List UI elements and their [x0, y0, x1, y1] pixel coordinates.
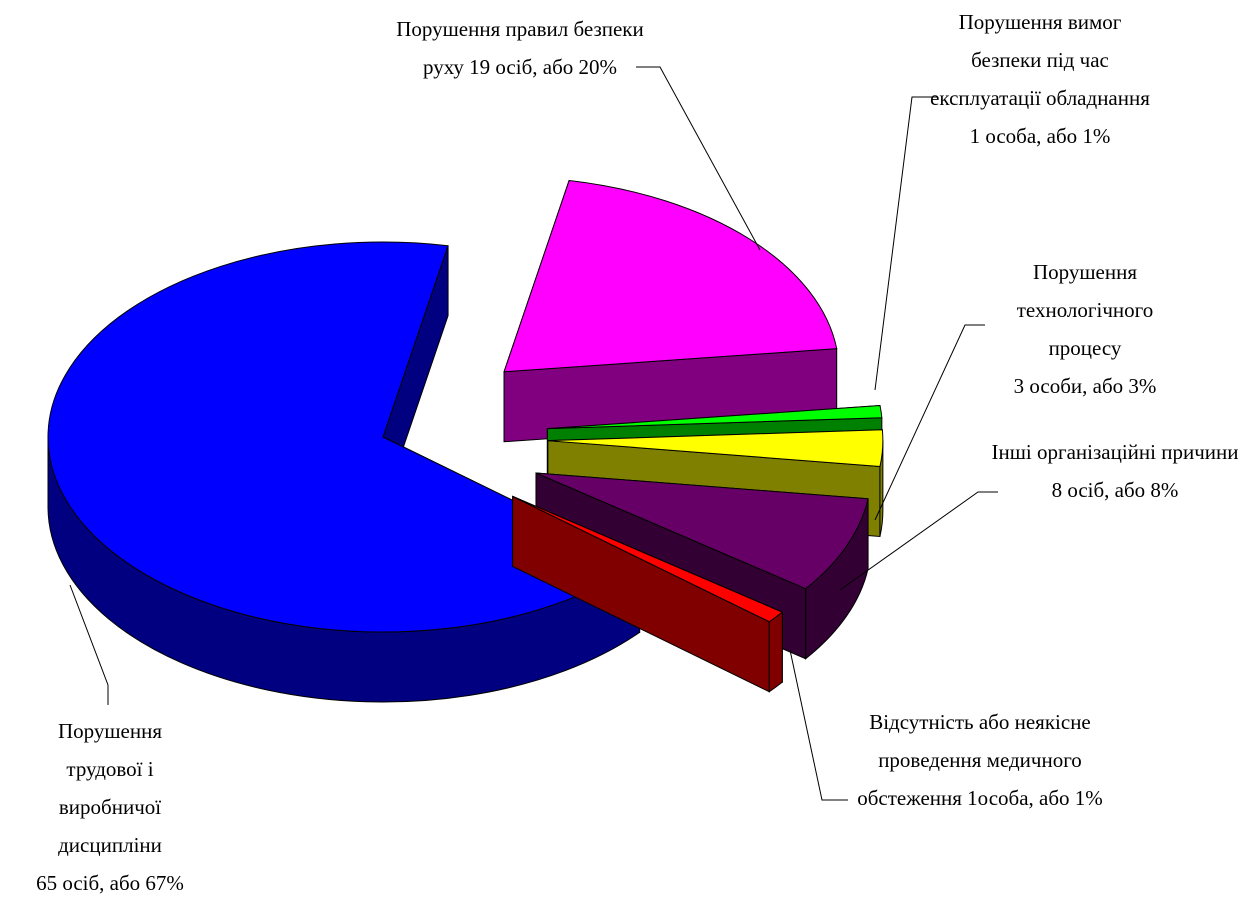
slice-top	[547, 429, 884, 468]
category-name: Порушення вимог безпеки під час експлуат…	[930, 10, 1150, 110]
slice-top	[535, 472, 869, 590]
value-label: 8 осіб, або 8%	[1051, 478, 1179, 502]
slice-label: Порушення правил безпеки руху 19 осіб, а…	[390, 10, 650, 86]
value-label: 1 особа, або 1%	[969, 124, 1111, 148]
value-label: 65 осіб, або 67%	[36, 871, 184, 895]
category-name: Відсутність або неякісне проведення меди…	[857, 710, 1091, 810]
leader-line	[874, 96, 937, 391]
slice-top	[503, 179, 838, 373]
slice	[503, 179, 838, 443]
leader-line	[636, 66, 761, 251]
leader-line	[69, 584, 109, 705]
slice-label: Інші організаційні причини 8 осіб, або 8…	[990, 433, 1240, 509]
slice-top	[547, 405, 883, 430]
leader-line	[839, 491, 998, 591]
slice	[512, 495, 784, 693]
leader-line	[789, 649, 848, 801]
category-name: Порушення технологічного процесу	[1016, 260, 1154, 360]
slice-top	[512, 495, 784, 623]
leader-line	[874, 324, 985, 521]
value-label: 19 осіб, або 20%	[469, 55, 618, 79]
slice-label: Порушення технологічного процесу 3 особи…	[985, 253, 1185, 405]
category-name: Інші організаційні причини	[991, 440, 1239, 464]
slice-top	[47, 241, 641, 633]
slice-label: Порушення вимог безпеки під час експлуат…	[930, 3, 1150, 155]
slice-wall	[768, 611, 783, 693]
value-label: 1особа, або 1%	[967, 786, 1103, 810]
value-label: 3 особи, або 3%	[1013, 374, 1157, 398]
slice-label: Відсутність або неякісне проведення меди…	[855, 703, 1105, 817]
category-name: Порушення правил безпеки руху	[396, 17, 644, 79]
category-name: Порушення трудової і виробничої дисциплі…	[57, 719, 162, 857]
slice-label: Порушення трудової і виробничої дисциплі…	[23, 712, 198, 902]
